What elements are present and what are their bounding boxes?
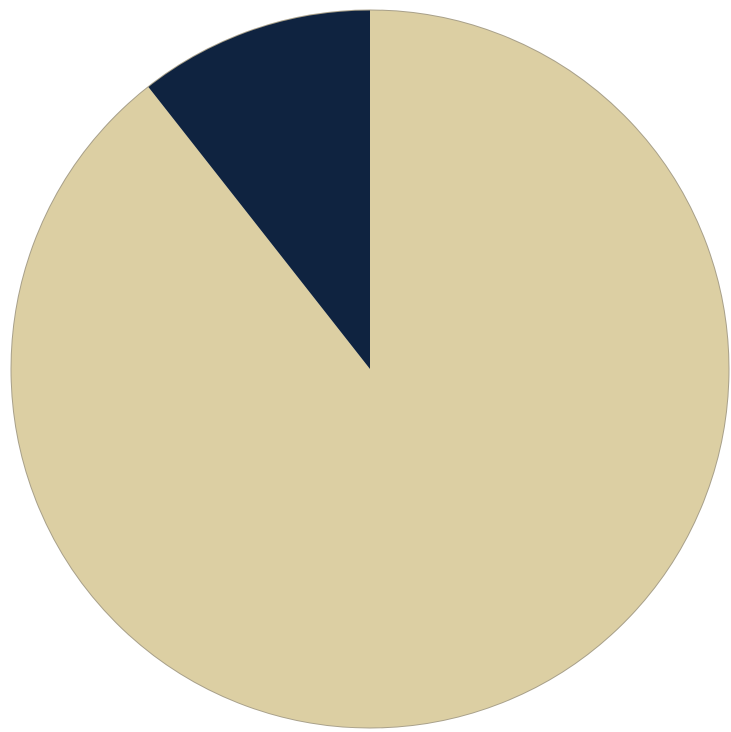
pie-chart-svg <box>0 0 731 732</box>
pie-chart <box>0 0 731 732</box>
